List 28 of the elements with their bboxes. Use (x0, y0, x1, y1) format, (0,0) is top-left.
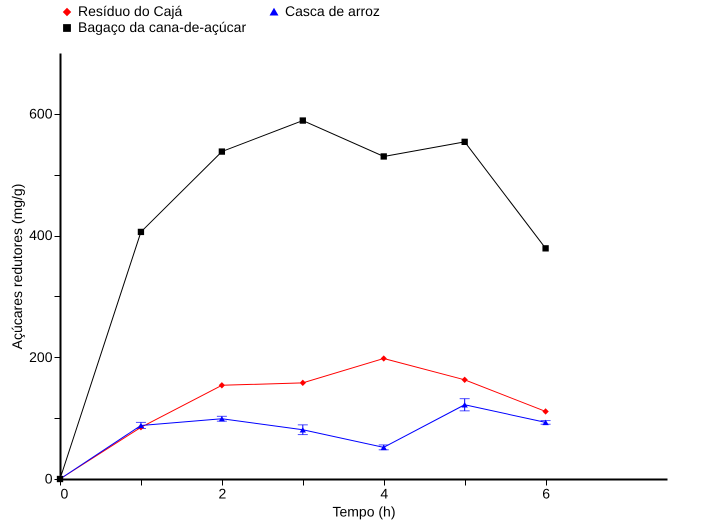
point (300, 117, 306, 124)
legend-label: Casca de arroz (285, 3, 380, 19)
point (462, 376, 468, 383)
point (380, 355, 387, 362)
legend-label: Resíduo do Cajá (78, 3, 183, 19)
point (300, 380, 306, 386)
x-tick-label: 6 (542, 486, 550, 502)
point (380, 444, 387, 450)
point (138, 228, 144, 236)
x-tick-label: 0 (60, 486, 68, 502)
point (218, 416, 226, 422)
x-tick-label: 2 (218, 486, 226, 502)
point (218, 382, 226, 388)
x-axis-title: Tempo (h) (332, 504, 396, 520)
y-axis-title: Açúcares redutores (mg/g) (9, 184, 26, 350)
point (380, 153, 387, 160)
legend-label: Bagaço da cana-de-açúcar (78, 19, 246, 35)
point (462, 138, 468, 146)
y-tick-label: 400 (29, 227, 53, 244)
x-tick-label: 4 (380, 486, 388, 502)
point (218, 148, 226, 155)
point (542, 245, 549, 252)
point (542, 420, 549, 426)
point (542, 408, 549, 415)
y-tick-label: 200 (29, 348, 53, 365)
y-tick-label: 0 (44, 470, 53, 486)
point (462, 402, 468, 408)
y-tick-label: 600 (29, 105, 53, 122)
